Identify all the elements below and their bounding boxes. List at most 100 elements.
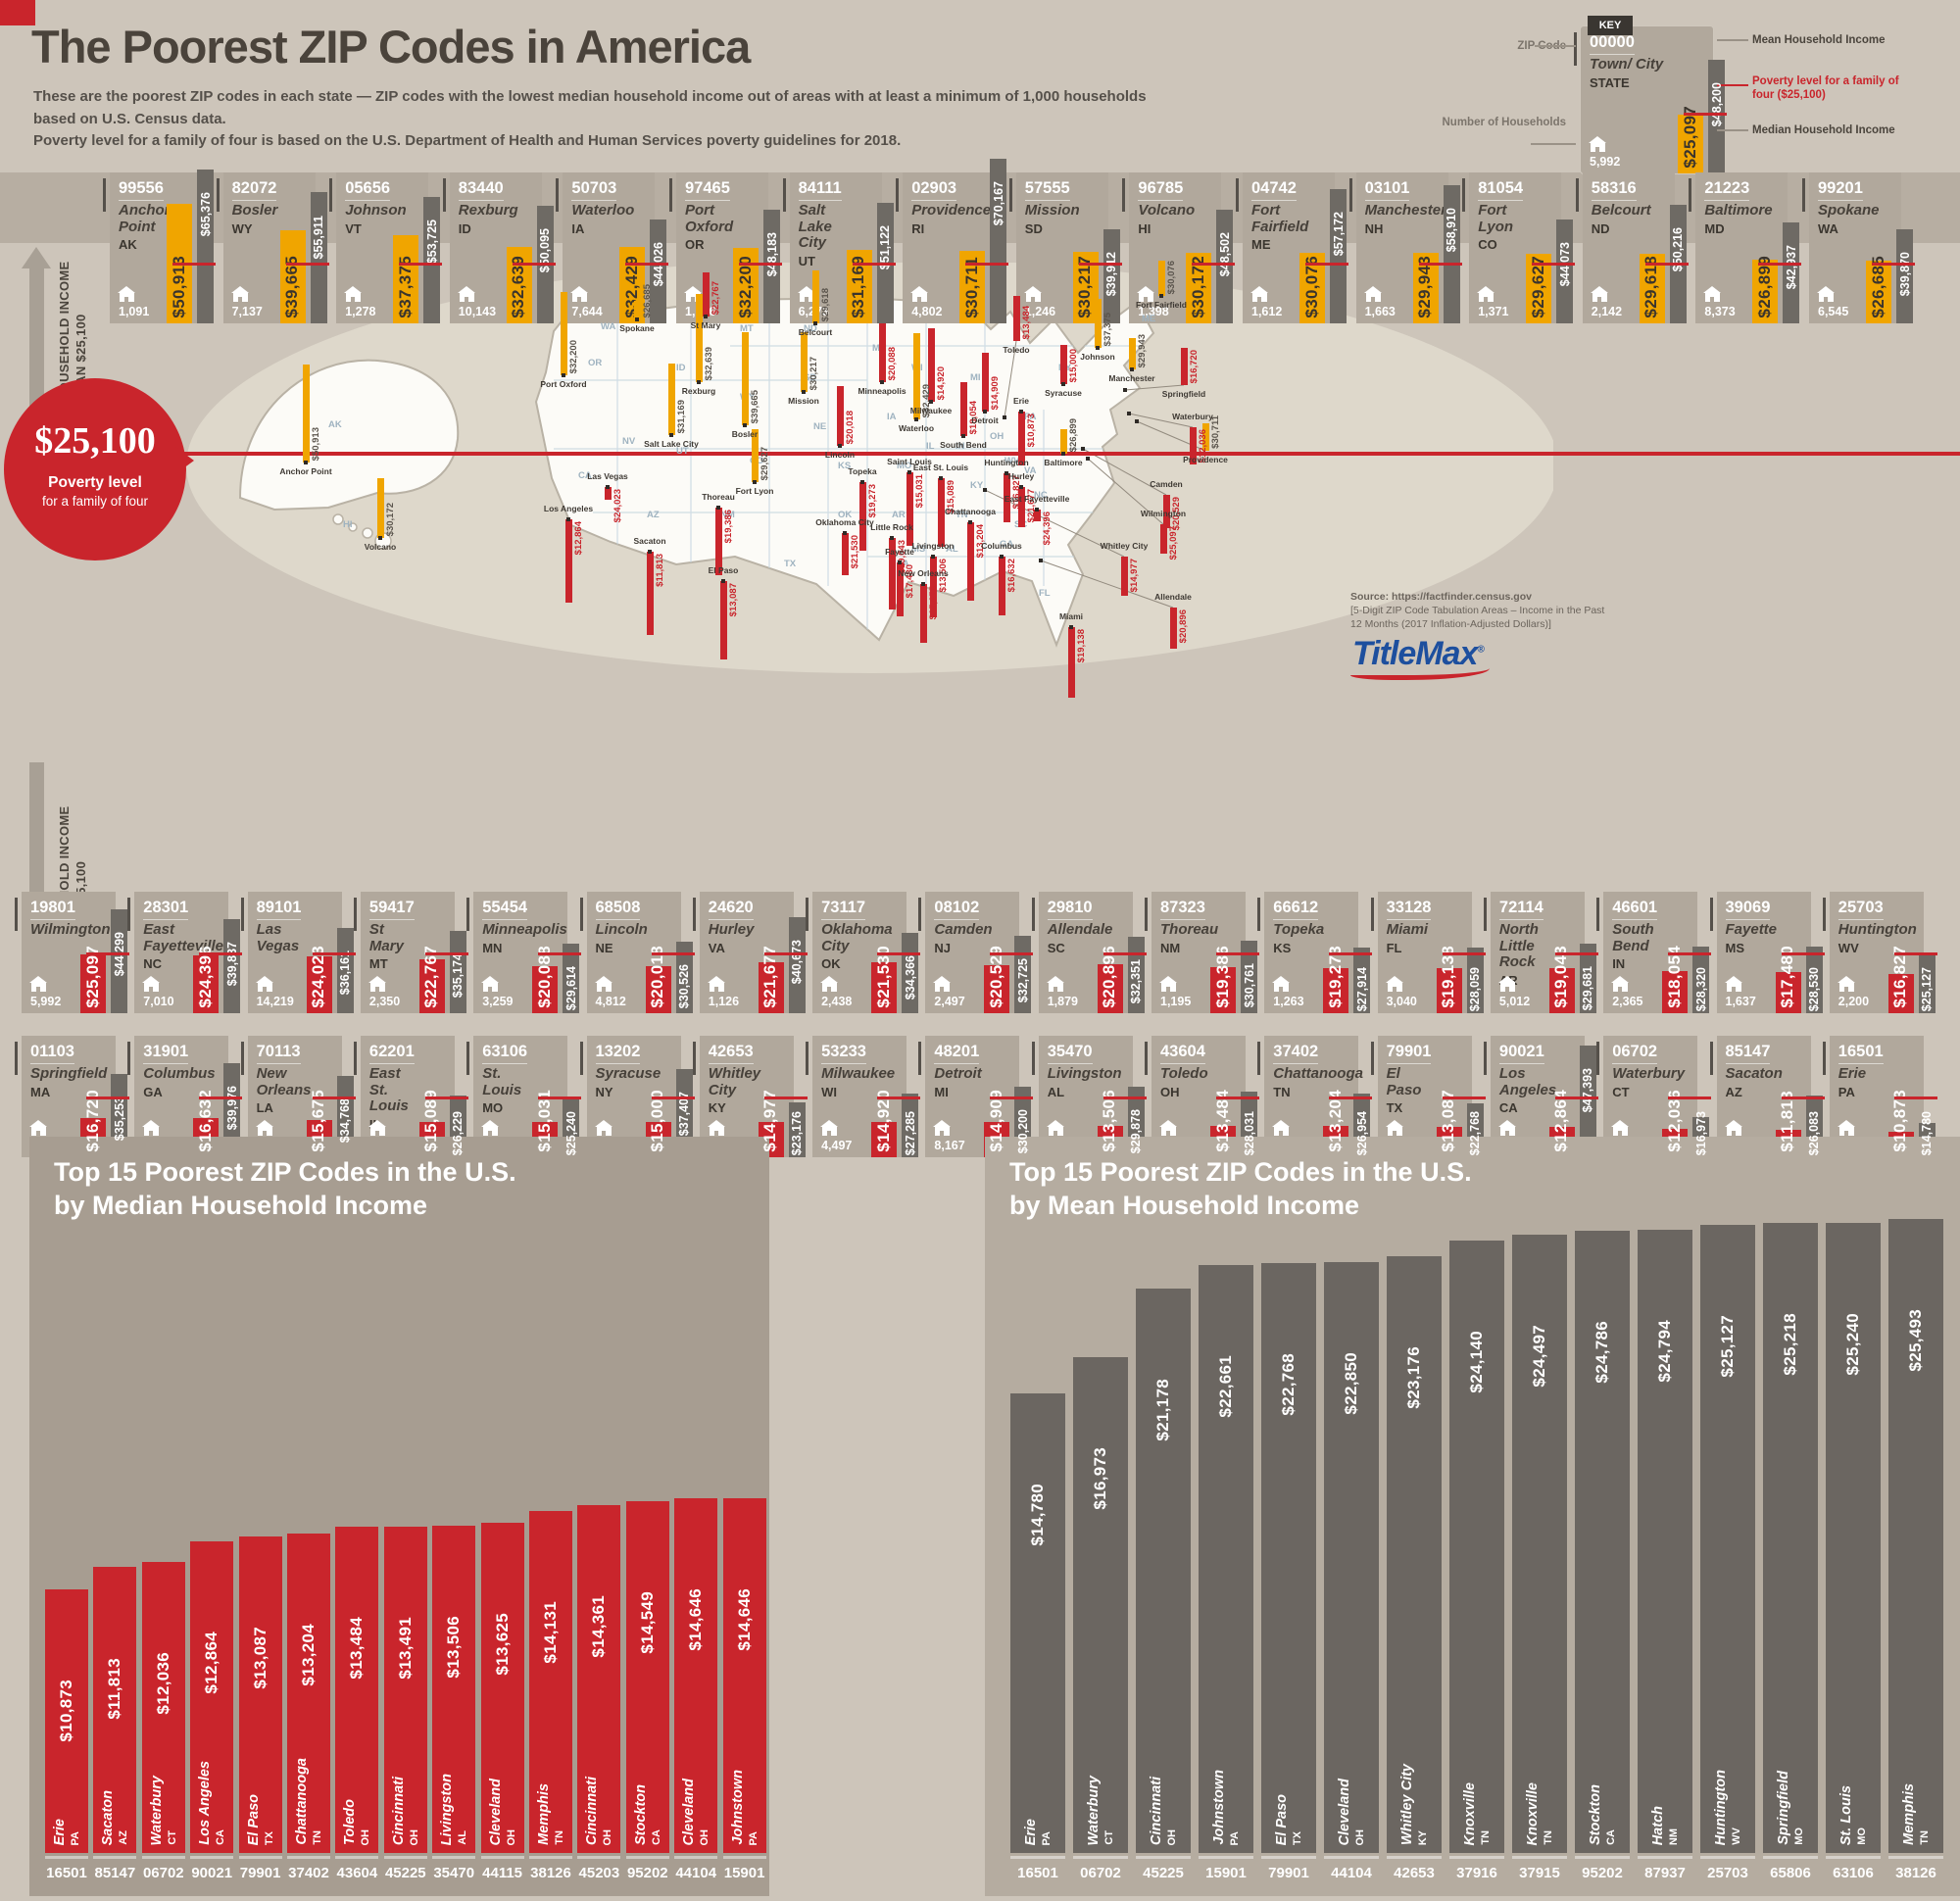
chart-baseline-tick <box>190 1856 234 1859</box>
state-card: 53233 Milwaukee WI 4,497 $27,285 $14,920 <box>806 1036 921 1157</box>
map-city-label: Port Oxford <box>540 379 587 389</box>
map-city-dot <box>1135 419 1139 423</box>
state-card: 29810 Allendale SC 1,879 $32,351 $20,896 <box>1031 892 1147 1013</box>
map-city-bar <box>889 538 896 609</box>
house-icon <box>457 286 475 302</box>
median-income-bar <box>619 247 646 323</box>
chart-bar-zip: 16501 <box>1017 1865 1058 1881</box>
house-icon <box>820 1120 839 1136</box>
chart-bar <box>577 1505 621 1853</box>
chart-mean-income: Top 15 Poorest ZIP Codes in the U.S. by M… <box>985 1137 1960 1896</box>
mean-income-value: $25,127 <box>1920 966 1935 1011</box>
state-card: 83440 Rexburg ID 10,143 $50,095 $32,639 <box>442 172 556 323</box>
state-card: 03101 Manchester NH 1,663 $58,910 $29,943 <box>1348 172 1462 323</box>
source-line-3: 12 Months (2017 Inflation-Adjusted Dolla… <box>1350 618 1551 631</box>
mean-income-value: $14,780 <box>1920 1110 1935 1155</box>
map-state-label: OK <box>838 510 853 520</box>
card-city: Erie <box>1838 1065 1867 1082</box>
card-zip: 19801 <box>30 899 75 920</box>
card-city: Spokane <box>1818 202 1880 219</box>
poverty-tick <box>1418 262 1462 266</box>
mean-income-value: $50,095 <box>538 227 553 272</box>
map-city-value: $16,720 <box>1189 349 1200 383</box>
mean-income-value: $26,083 <box>1807 1110 1821 1155</box>
map-city-label: South Bend <box>940 440 987 450</box>
chart-bar-city: Cleveland <box>487 1778 504 1846</box>
map-state-label: MO <box>897 461 912 471</box>
poverty-tick <box>1102 1096 1147 1099</box>
map-city-dot <box>880 380 884 384</box>
poverty-tick <box>1329 951 1373 955</box>
poverty-tick <box>1872 262 1915 266</box>
card-city: Bosler <box>231 202 278 219</box>
map-city-value: $30,172 <box>385 502 396 536</box>
map-city-dot <box>743 423 747 427</box>
card-city: Manchester <box>1364 202 1446 219</box>
mean-income-value: $34,366 <box>903 954 917 999</box>
state-card: 68508 Lincoln NE 4,812 $30,526 $20,018 <box>579 892 695 1013</box>
chart-bar <box>1324 1262 1379 1853</box>
card-state: MS <box>1725 940 1745 955</box>
chart-bar-state: AZ <box>118 1830 130 1845</box>
card-city: Hurley <box>708 921 755 938</box>
card-state: KS <box>1273 940 1292 955</box>
mean-income-bar <box>336 928 354 1013</box>
poverty-tick <box>625 262 669 266</box>
chart-bar-zip: 37402 <box>288 1865 329 1881</box>
key-zip: 00000 <box>1590 33 1635 55</box>
map-state-label: IA <box>887 412 897 422</box>
card-state: OR <box>685 237 705 252</box>
poverty-tick <box>1532 262 1576 266</box>
card-zip: 31901 <box>143 1043 189 1064</box>
map-city-bar <box>1129 338 1136 369</box>
card-households: 1,263 <box>1272 976 1304 1008</box>
map-city-label: Manchester <box>1108 373 1155 383</box>
map-city-value: $22,767 <box>710 280 721 315</box>
median-income-bar <box>80 954 106 1013</box>
poverty-tick <box>1893 1096 1937 1099</box>
map-city-value: $16,632 <box>1006 559 1017 593</box>
state-card: 33128 Miami FL 3,040 $28,059 $19,138 <box>1370 892 1486 1013</box>
card-households: 3,259 <box>481 976 513 1008</box>
map-city-bar <box>1160 524 1167 554</box>
key-label: KEY <box>1588 16 1633 35</box>
map-city-dot <box>1159 294 1163 298</box>
card-households: 8,373 <box>1703 286 1736 318</box>
map-city-label: Syracuse <box>1045 388 1082 398</box>
mean-income-value: $30,761 <box>1242 962 1256 1007</box>
map-city-label: Baltimore <box>1044 458 1083 467</box>
map-city-value: $26,899 <box>1068 417 1079 452</box>
card-households: 1,195 <box>1159 976 1191 1008</box>
house-icon <box>820 976 839 992</box>
mean-income-value: $29,614 <box>564 965 578 1010</box>
chart-baseline-tick <box>1136 1856 1191 1859</box>
chart-bar-city: Whitley City <box>1399 1764 1415 1845</box>
map-city-dot <box>1061 452 1065 456</box>
chart-bar-state: TX <box>1292 1830 1303 1845</box>
chart-bar-state: MO <box>1793 1828 1805 1845</box>
mean-income-value: $27,285 <box>903 1110 917 1155</box>
chart-baseline-tick <box>45 1856 88 1859</box>
house-icon <box>1837 976 1855 992</box>
house-icon <box>1385 1120 1403 1136</box>
mean-income-value: $23,176 <box>790 1110 805 1155</box>
card-state: VA <box>708 940 725 955</box>
chart-bar-state: CA <box>1605 1829 1617 1845</box>
chart-bar-value: $24,140 <box>1467 1331 1486 1393</box>
chart-bar-state: MO <box>1856 1828 1868 1845</box>
mean-income-bar <box>197 170 214 323</box>
poverty-caption-1: Poverty level <box>48 474 142 491</box>
key-leader <box>1717 39 1748 41</box>
median-income-bar <box>733 248 759 323</box>
map-city-dot <box>697 380 701 384</box>
state-card: 48201 Detroit MI 8,167 $30,200 $14,909 <box>918 1036 1034 1157</box>
state-card: 59417 St Mary MT 2,350 $35,174 $22,767 <box>353 892 468 1013</box>
map-state-label: PA <box>1024 412 1037 422</box>
map-state-label: VA <box>1024 465 1037 476</box>
card-state: KY <box>708 1100 726 1115</box>
map-state-label: HI <box>343 519 353 530</box>
subtitle-line-1: These are the poorest ZIP codes in each … <box>33 88 1147 127</box>
chart-baseline-tick <box>93 1856 137 1859</box>
state-card: 87323 Thoreau NM 1,195 $30,761 $19,386 <box>1145 892 1259 1013</box>
